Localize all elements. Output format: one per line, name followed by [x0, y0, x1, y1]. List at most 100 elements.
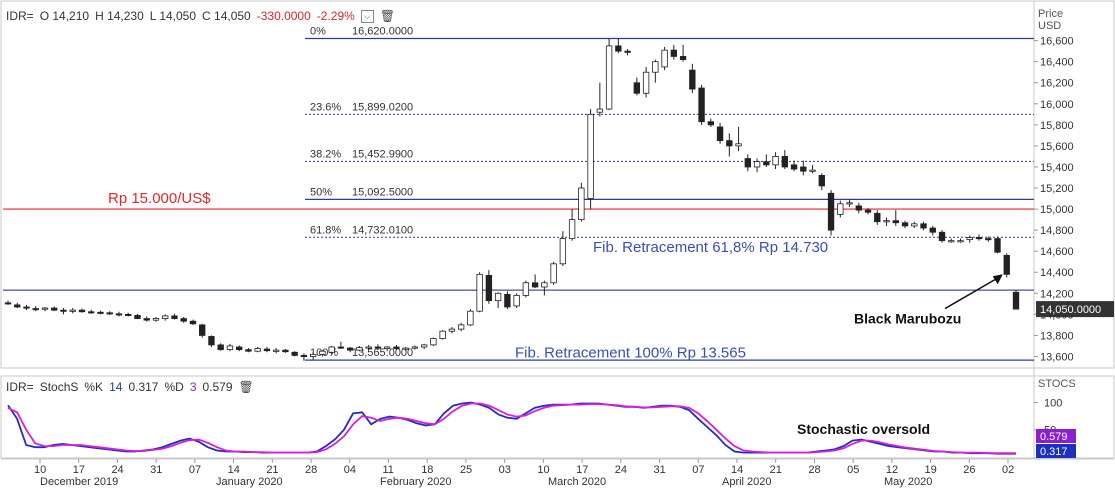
candle: [541, 280, 548, 296]
candle-body: [393, 346, 400, 349]
candle: [1012, 290, 1020, 310]
candle: [448, 326, 456, 334]
stoch-trash-icon[interactable]: 🗑: [238, 380, 254, 394]
candle: [309, 352, 317, 360]
candle: [920, 221, 927, 231]
candle: [263, 346, 271, 353]
candle: [707, 118, 715, 127]
candle: [864, 208, 872, 215]
candle: [698, 84, 705, 125]
candle: [125, 312, 132, 317]
x-tick-label: 18: [421, 464, 433, 476]
candle-body: [559, 238, 567, 265]
candle-body: [319, 350, 326, 355]
candle: [134, 313, 141, 320]
candle: [578, 182, 585, 222]
candle: [827, 190, 835, 236]
candle-body: [568, 219, 576, 239]
candle: [772, 152, 779, 170]
candle-body: [97, 311, 104, 314]
candle: [439, 330, 446, 340]
candle-body: [735, 143, 742, 147]
candle-body: [51, 307, 58, 311]
x-tick-label: 17: [73, 464, 85, 476]
fib-618-annotation: Fib. Retracement 61,8% Rp 14.730: [593, 239, 828, 256]
candle: [929, 225, 936, 236]
candle-body: [467, 310, 474, 326]
candle: [402, 346, 409, 351]
y-tick-label: 14,400: [1040, 267, 1074, 279]
x-tick-label: 10: [34, 464, 46, 476]
x-tick-label: 14: [228, 464, 240, 476]
trash-icon[interactable]: 🗑: [379, 9, 396, 23]
candle: [642, 66, 650, 98]
candle: [735, 126, 742, 152]
black-marubozu-label: Black Marubozu: [854, 311, 961, 327]
candle-body: [726, 140, 733, 147]
fib-pct-label: 61.8%: [310, 224, 341, 236]
candle-body: [513, 295, 520, 307]
stoch-k-badge-label: 0.317: [1040, 446, 1068, 458]
red-level-label: Rp 15.000/US$: [108, 190, 211, 207]
candle: [670, 44, 678, 60]
candle: [319, 350, 326, 357]
candle: [282, 349, 289, 353]
candle-body: [892, 220, 899, 224]
candle-body: [929, 227, 936, 233]
candle: [254, 346, 261, 353]
candle-body: [938, 231, 946, 242]
x-tick-label: 21: [266, 464, 278, 476]
candle-body: [60, 309, 67, 312]
candle-body: [32, 308, 39, 311]
candle: [162, 314, 169, 321]
candle: [32, 305, 39, 312]
candle: [41, 306, 49, 312]
candle-body: [605, 45, 613, 110]
stoch-d-badge: [1036, 429, 1076, 443]
month-label: December 2019: [40, 476, 118, 488]
candle: [226, 343, 234, 352]
stoch-header: IDR= StochS %K 14 0.317 %D 3 0.579 🗑: [6, 380, 254, 394]
candle-body: [975, 237, 983, 240]
candle-body: [476, 273, 483, 312]
y-tick-label: 16,200: [1040, 78, 1074, 90]
candle: [411, 345, 419, 350]
x-tick-label: 07: [692, 464, 704, 476]
candle: [790, 160, 798, 172]
candle-body: [309, 353, 317, 357]
candle-body: [615, 45, 622, 52]
y-axis-title-unit: USD: [1038, 20, 1061, 32]
x-tick-label: 14: [731, 464, 743, 476]
candle: [217, 343, 224, 351]
candle-body: [587, 113, 594, 199]
candle: [189, 319, 197, 325]
candle: [97, 310, 104, 315]
candle: [78, 308, 86, 313]
candle: [809, 164, 816, 174]
candle-body: [457, 324, 465, 330]
stoch-panel-frame: [0, 375, 1115, 459]
candle: [550, 261, 557, 285]
candle-body: [171, 315, 178, 319]
chevron-down-icon[interactable]: ⌵: [360, 9, 374, 23]
candle: [485, 270, 493, 304]
candle: [337, 341, 345, 350]
candle-body: [809, 169, 816, 172]
x-tick-label: 04: [344, 464, 356, 476]
candle-body: [328, 346, 335, 353]
y-tick-label: 13,800: [1040, 330, 1074, 342]
candle-body: [485, 275, 493, 302]
candle-body: [781, 156, 788, 168]
candle-body: [883, 220, 890, 223]
candle-body: [115, 313, 123, 316]
month-label: February 2020: [380, 476, 452, 488]
candle: [716, 122, 724, 144]
candle-body: [874, 212, 881, 223]
candle: [661, 46, 668, 71]
fib-value-label: 15,899.0200: [352, 101, 413, 113]
month-label: January 2020: [216, 476, 283, 488]
candle-body: [14, 304, 21, 308]
x-tick-label: 28: [305, 464, 317, 476]
candle-body: [522, 282, 530, 296]
